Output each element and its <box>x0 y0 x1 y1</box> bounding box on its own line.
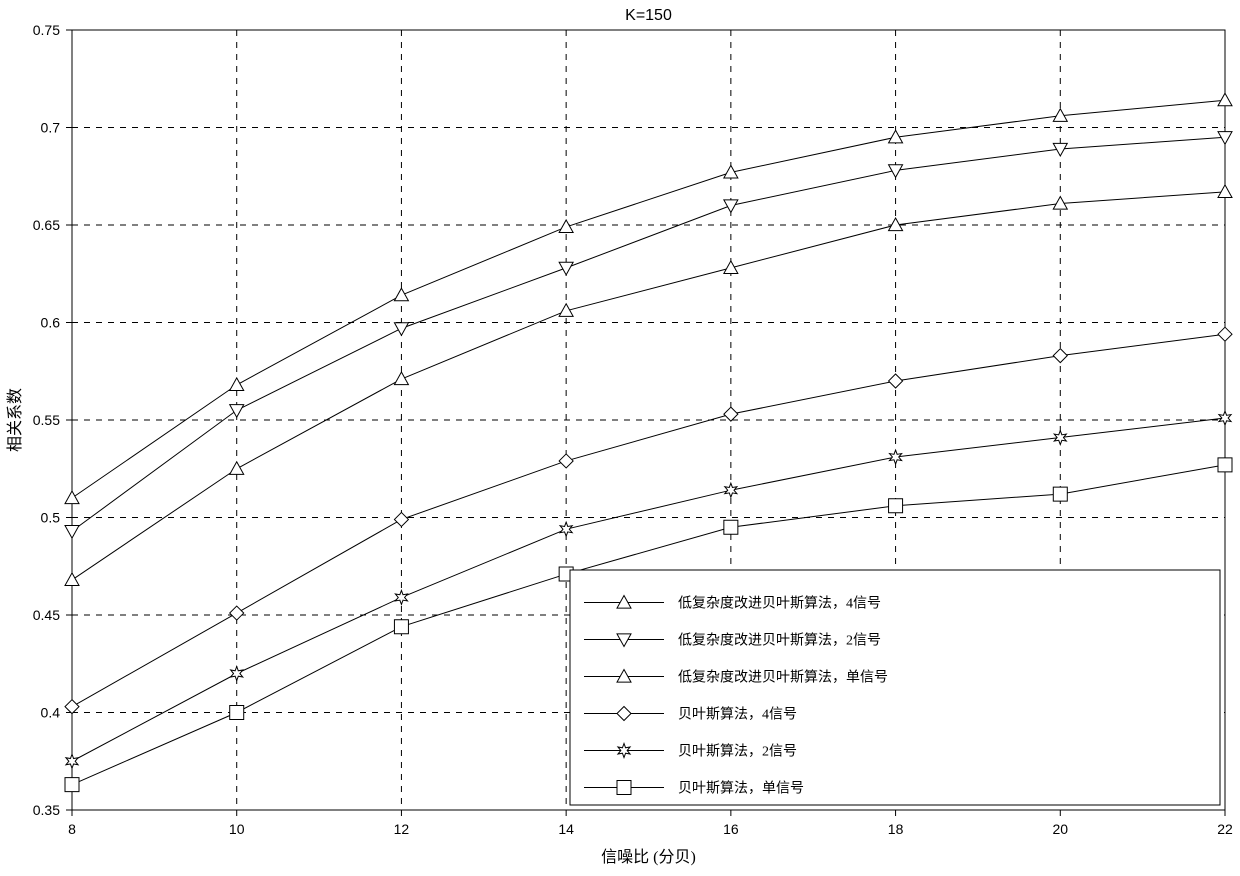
y-tick-label: 0.55 <box>33 412 60 428</box>
series-marker-4 <box>231 667 243 681</box>
series-marker-5 <box>65 778 79 792</box>
series-marker-3 <box>559 454 573 468</box>
series-marker-2 <box>65 573 79 586</box>
series-marker-5 <box>1053 487 1067 501</box>
series-marker-0 <box>394 288 408 301</box>
series-marker-1 <box>724 200 738 213</box>
legend-label-3: 贝叶斯算法，4信号 <box>678 707 797 723</box>
line-chart: K=150 8 10 12 14 16 18 20 22 0.35 0.4 0.45 0.5 0.55 0.… <box>0 0 1240 876</box>
y-tick-label: 0.35 <box>33 802 60 818</box>
y-tick-label: 0.4 <box>41 705 61 721</box>
series-line-1 <box>72 137 1225 531</box>
series-marker-5 <box>724 520 738 534</box>
series-marker-5 <box>394 620 408 634</box>
series-marker-5 <box>230 706 244 720</box>
legend-label-0: 低复杂度改进贝叶斯算法，4信号 <box>678 595 881 612</box>
legend-marker-5 <box>617 781 631 795</box>
y-tick-label: 0.65 <box>33 217 60 233</box>
series-marker-5 <box>889 499 903 513</box>
legend-label-2: 低复杂度改进贝叶斯算法，单信号 <box>678 669 888 686</box>
series-marker-2 <box>394 372 408 385</box>
series-marker-3 <box>394 512 408 526</box>
series-marker-3 <box>65 700 79 714</box>
series-marker-1 <box>230 405 244 418</box>
series-marker-4 <box>395 590 407 604</box>
series-marker-3 <box>724 407 738 421</box>
y-tick-label: 0.7 <box>41 120 61 136</box>
x-axis-label: 信噪比 (分贝) <box>601 848 696 866</box>
series-marker-0 <box>65 491 79 504</box>
series-marker-4 <box>725 483 737 497</box>
chart-container: K=150 8 10 12 14 16 18 20 22 0.35 0.4 0.45 0.5 0.55 0.… <box>0 0 1240 876</box>
y-tick-label: 0.6 <box>41 315 61 331</box>
x-tick-label: 20 <box>1052 821 1068 837</box>
legend-label-1: 低复杂度改进贝叶斯算法，2信号 <box>678 632 881 649</box>
x-tick-label: 8 <box>68 821 76 837</box>
series-marker-0 <box>230 378 244 391</box>
x-tick-label: 16 <box>723 821 739 837</box>
series-marker-2 <box>724 261 738 274</box>
y-tick-label: 0.75 <box>33 22 60 38</box>
x-tick-label: 22 <box>1217 821 1233 837</box>
chart-title: K=150 <box>625 7 672 24</box>
y-axis-label: 相关系数 <box>6 388 24 452</box>
x-tick-label: 12 <box>394 821 410 837</box>
series-marker-1 <box>65 526 79 539</box>
y-tick-label: 0.5 <box>41 510 61 526</box>
series-line-2 <box>72 192 1225 580</box>
legend-label-5: 贝叶斯算法，单信号 <box>678 781 804 797</box>
series-marker-3 <box>889 374 903 388</box>
series-marker-1 <box>394 323 408 336</box>
series-marker-4 <box>66 754 78 768</box>
x-tick-label: 14 <box>558 821 574 837</box>
series-marker-5 <box>1218 458 1232 472</box>
x-tick-label: 18 <box>888 821 904 837</box>
series-marker-2 <box>559 304 573 317</box>
series-marker-4 <box>560 522 572 536</box>
series-marker-0 <box>1218 93 1232 106</box>
series-marker-2 <box>1218 185 1232 198</box>
series-marker-3 <box>1218 327 1232 341</box>
series-marker-2 <box>230 462 244 475</box>
legend-label-4: 贝叶斯算法，2信号 <box>678 744 797 760</box>
series-marker-3 <box>1053 349 1067 363</box>
legend-box <box>570 570 1220 805</box>
x-tick-label: 10 <box>229 821 245 837</box>
y-tick-label: 0.45 <box>33 607 60 623</box>
series-marker-0 <box>559 220 573 233</box>
series-marker-3 <box>230 606 244 620</box>
series-marker-1 <box>559 262 573 275</box>
